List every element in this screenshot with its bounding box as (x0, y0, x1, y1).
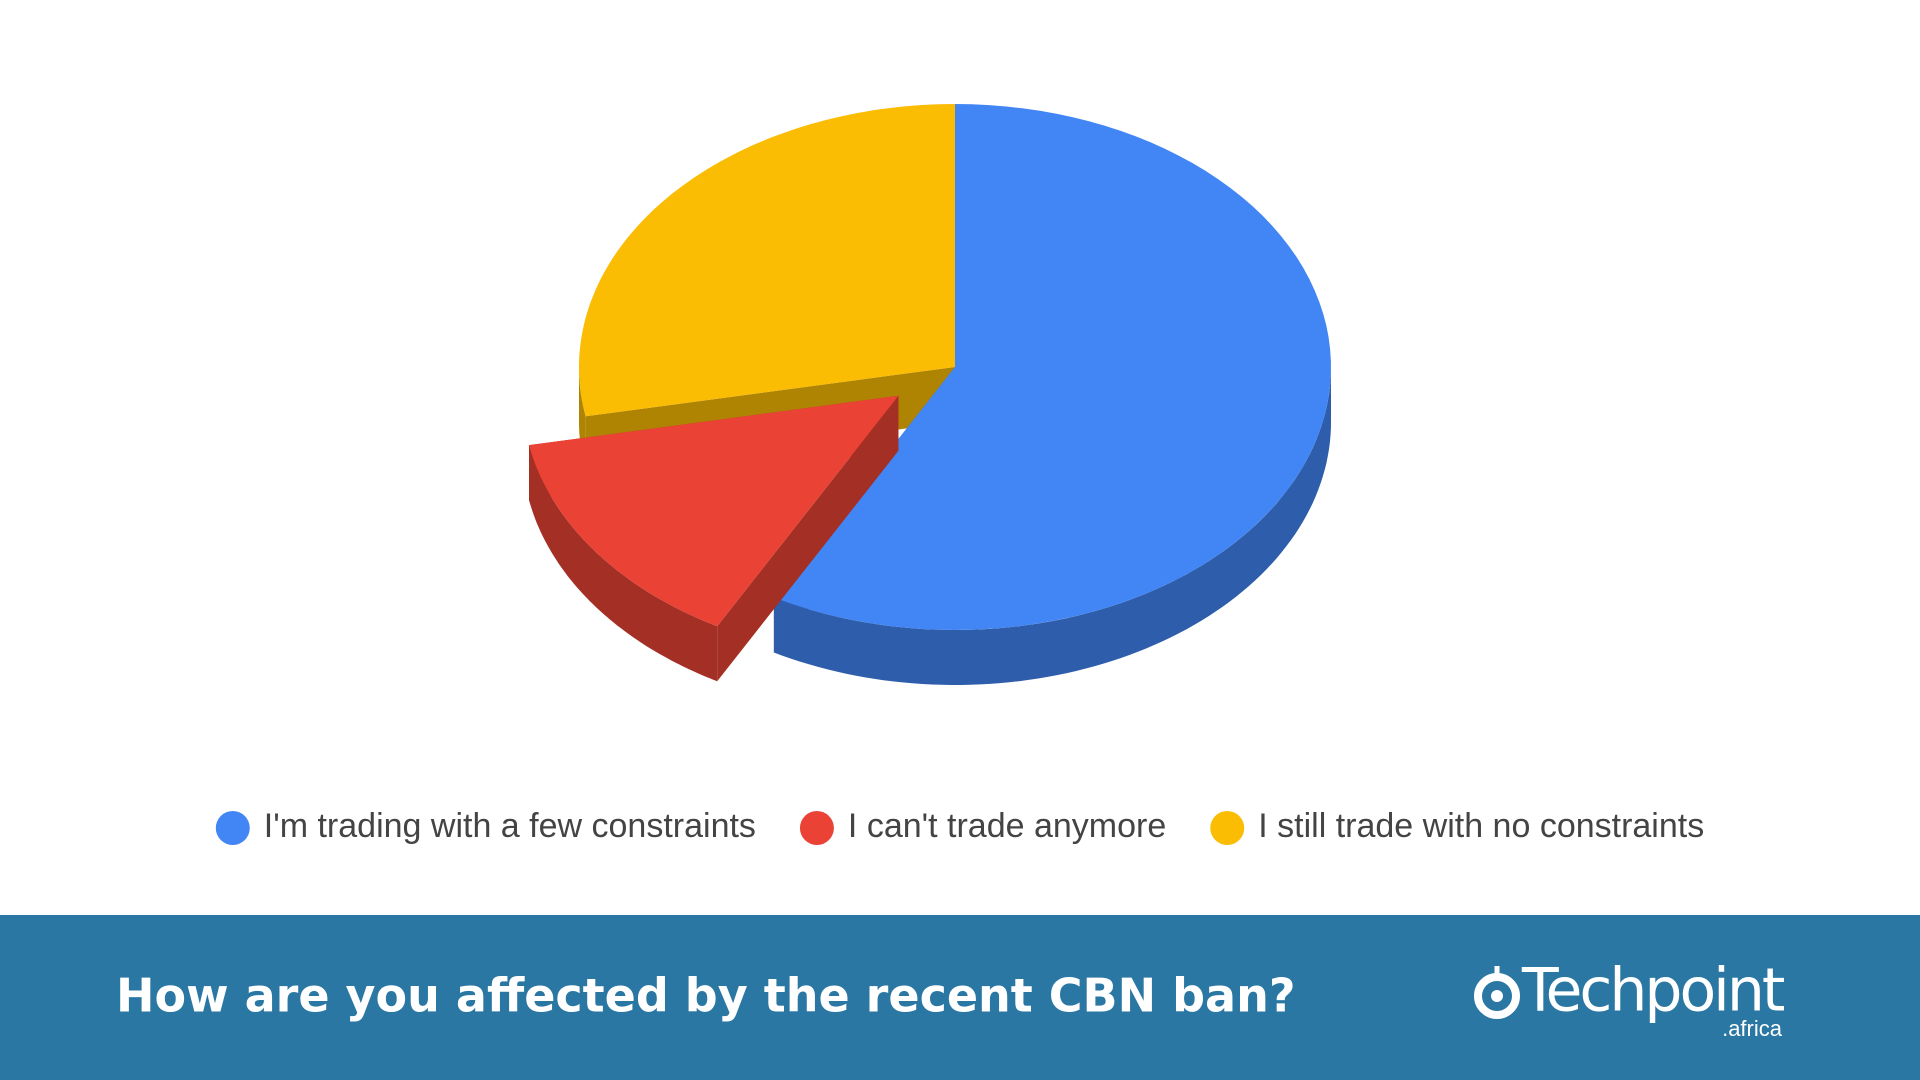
legend-label: I can't trade anymore (848, 807, 1166, 845)
legend-marker (215, 811, 250, 845)
slice-wall (773, 367, 1331, 685)
brand-name: Techpoint (1521, 956, 1785, 1026)
legend-marker (799, 811, 834, 845)
logo: Techpoint .africa (1474, 956, 1788, 1041)
slice-side (717, 395, 899, 682)
footer-banner (0, 915, 1920, 1080)
legend-label: I still trade with no constraints (1258, 807, 1704, 845)
brand-suffix: .africa (1722, 1016, 1783, 1041)
pie-slice (529, 395, 899, 627)
legend-marker (1210, 811, 1245, 845)
legend: I'm trading with a few constraints I can'… (215, 807, 1704, 845)
logo-icon (1474, 973, 1520, 1019)
pie-chart (529, 104, 1331, 685)
slice-wall (529, 445, 718, 682)
pie-slice (773, 104, 1331, 630)
logo-icon-dot (1491, 990, 1503, 1002)
legend-label: I'm trading with a few constraints (264, 807, 756, 845)
chart-title: How are you affected by the recent CBN b… (116, 969, 1296, 1023)
pie-slice (579, 104, 955, 417)
